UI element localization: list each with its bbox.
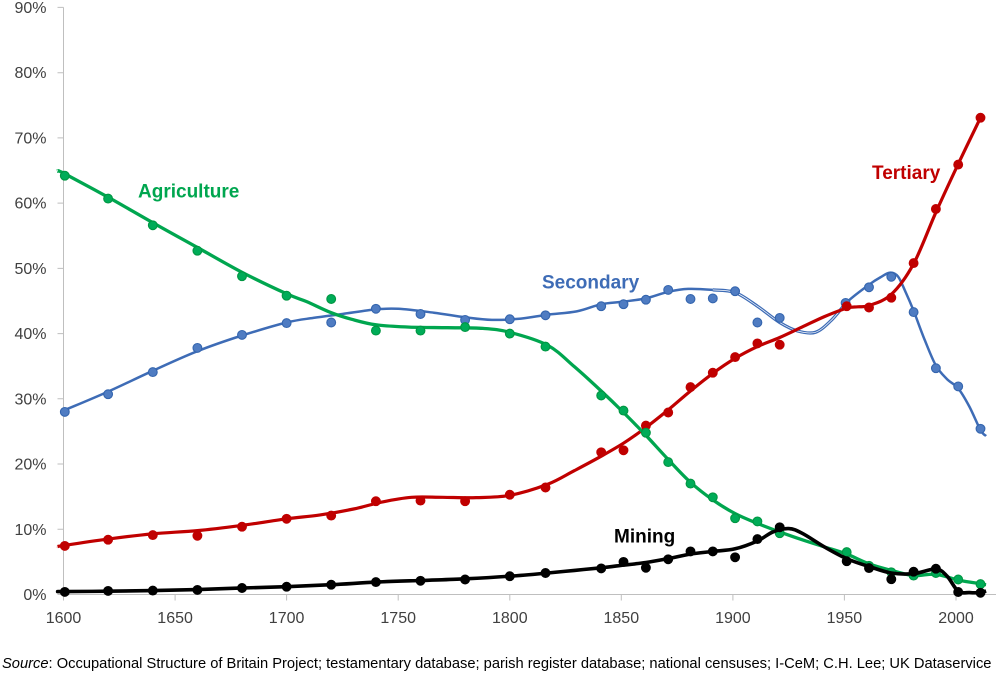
svg-text:1600: 1600 [46,610,82,627]
svg-text:1650: 1650 [157,610,193,627]
svg-text:40%: 40% [14,326,46,343]
svg-text:1900: 1900 [715,610,751,627]
svg-text:1700: 1700 [269,610,305,627]
svg-text:90%: 90% [14,0,46,17]
svg-text:1850: 1850 [604,610,640,627]
svg-text:50%: 50% [14,261,46,278]
svg-text:Secondary: Secondary [542,273,640,294]
svg-text:20%: 20% [14,457,46,474]
svg-text:2000: 2000 [938,610,974,627]
svg-text:1750: 1750 [380,610,416,627]
svg-text:80%: 80% [14,65,46,82]
svg-text:30%: 30% [14,391,46,408]
svg-text:70%: 70% [14,130,46,147]
svg-text:Mining: Mining [614,527,675,548]
svg-text:0%: 0% [23,587,46,604]
svg-text:1950: 1950 [827,610,863,627]
svg-text:10%: 10% [14,522,46,539]
svg-text:60%: 60% [14,196,46,213]
svg-text:Tertiary: Tertiary [872,163,941,184]
svg-text:Source: Occupational Structur: Source: Occupational Structure of Britai… [2,656,991,672]
svg-text:Agriculture: Agriculture [138,182,239,203]
svg-text:1800: 1800 [492,610,528,627]
